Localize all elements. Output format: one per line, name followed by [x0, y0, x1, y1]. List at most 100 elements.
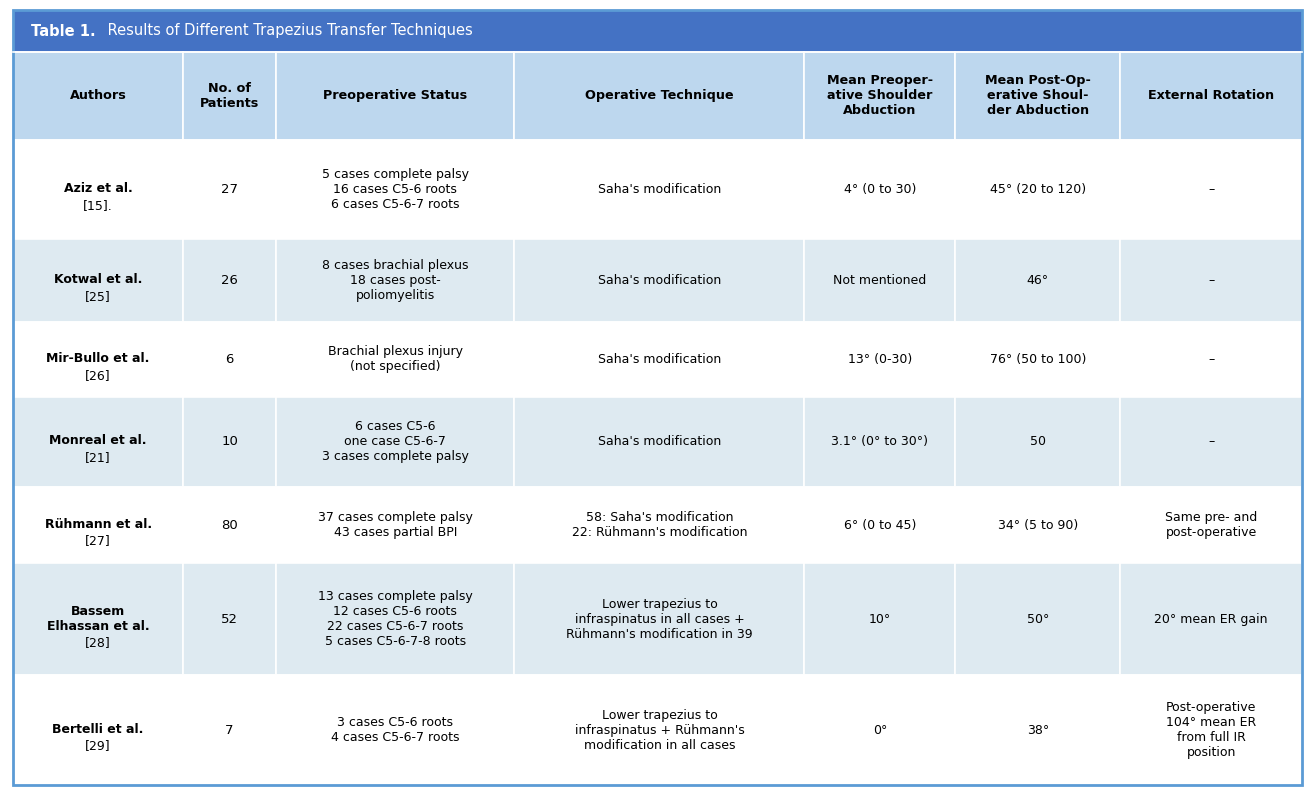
- Bar: [13, 675, 183, 785]
- Bar: [1120, 140, 1302, 238]
- Text: –: –: [1208, 353, 1214, 366]
- Bar: [955, 52, 1120, 140]
- Text: 0°: 0°: [873, 723, 888, 737]
- Text: [21]: [21]: [85, 451, 110, 464]
- Text: 76° (50 to 100): 76° (50 to 100): [990, 353, 1086, 366]
- Text: External Rotation: External Rotation: [1148, 90, 1274, 103]
- Text: –: –: [1208, 274, 1214, 287]
- Text: Same pre- and
post-operative: Same pre- and post-operative: [1165, 511, 1257, 539]
- Text: Mir-Bullo et al.: Mir-Bullo et al.: [46, 352, 150, 365]
- Text: Lower trapezius to
infraspinatus + Rühmann's
modification in all cases: Lower trapezius to infraspinatus + Rühma…: [575, 708, 744, 751]
- Text: Bertelli et al.: Bertelli et al.: [53, 723, 143, 736]
- Bar: [805, 487, 955, 564]
- Bar: [276, 140, 514, 238]
- Text: Saha's modification: Saha's modification: [598, 183, 721, 196]
- Bar: [1120, 238, 1302, 322]
- Bar: [805, 52, 955, 140]
- Bar: [13, 140, 183, 238]
- Bar: [183, 140, 276, 238]
- Text: Results of Different Trapezius Transfer Techniques: Results of Different Trapezius Transfer …: [103, 24, 473, 38]
- Bar: [805, 675, 955, 785]
- Text: Kotwal et al.: Kotwal et al.: [54, 273, 142, 286]
- Text: Saha's modification: Saha's modification: [598, 353, 721, 366]
- Text: 20° mean ER gain: 20° mean ER gain: [1155, 613, 1268, 626]
- Text: 52: 52: [221, 613, 238, 626]
- Text: 50°: 50°: [1027, 613, 1049, 626]
- Bar: [1120, 564, 1302, 675]
- Text: 46°: 46°: [1027, 274, 1049, 287]
- Text: Rühmann et al.: Rühmann et al.: [45, 518, 151, 531]
- Text: 38°: 38°: [1027, 723, 1049, 737]
- Text: 6: 6: [225, 353, 234, 366]
- Text: [28]: [28]: [85, 636, 110, 649]
- Text: 50: 50: [1030, 435, 1045, 448]
- Text: 58: Saha's modification
22: Rühmann's modification: 58: Saha's modification 22: Rühmann's mo…: [572, 511, 747, 539]
- Bar: [1120, 52, 1302, 140]
- Bar: [13, 238, 183, 322]
- Text: [26]: [26]: [85, 369, 110, 382]
- Text: [15].: [15].: [83, 199, 113, 211]
- Bar: [13, 397, 183, 487]
- Text: 13 cases complete palsy
12 cases C5-6 roots
22 cases C5-6-7 roots
5 cases C5-6-7: 13 cases complete palsy 12 cases C5-6 ro…: [318, 591, 472, 649]
- Bar: [276, 397, 514, 487]
- Text: 10: 10: [221, 435, 238, 448]
- Text: 80: 80: [221, 518, 238, 532]
- Bar: [514, 140, 805, 238]
- Bar: [955, 238, 1120, 322]
- Bar: [514, 564, 805, 675]
- Text: 37 cases complete palsy
43 cases partial BPI: 37 cases complete palsy 43 cases partial…: [318, 511, 472, 539]
- Text: Mean Post-Op-
erative Shoul-
der Abduction: Mean Post-Op- erative Shoul- der Abducti…: [985, 75, 1090, 118]
- Text: 26: 26: [221, 274, 238, 287]
- Bar: [13, 564, 183, 675]
- Text: [27]: [27]: [85, 534, 110, 547]
- Bar: [1120, 322, 1302, 397]
- Bar: [955, 675, 1120, 785]
- Text: Monreal et al.: Monreal et al.: [50, 434, 147, 448]
- Bar: [955, 564, 1120, 675]
- Text: Table 1.: Table 1.: [32, 24, 96, 38]
- Bar: [955, 140, 1120, 238]
- Text: Brachial plexus injury
(not specified): Brachial plexus injury (not specified): [327, 345, 463, 374]
- Text: 7: 7: [225, 723, 234, 737]
- Text: Operative Technique: Operative Technique: [585, 90, 734, 103]
- Text: 45° (20 to 120): 45° (20 to 120): [990, 183, 1086, 196]
- Text: 4° (0 to 30): 4° (0 to 30): [844, 183, 917, 196]
- Bar: [276, 322, 514, 397]
- Bar: [13, 322, 183, 397]
- Text: Preoperative Status: Preoperative Status: [323, 90, 467, 103]
- Text: [25]: [25]: [85, 289, 110, 303]
- Bar: [276, 564, 514, 675]
- Bar: [13, 487, 183, 564]
- Bar: [183, 238, 276, 322]
- Bar: [276, 52, 514, 140]
- Text: 34° (5 to 90): 34° (5 to 90): [998, 518, 1078, 532]
- Bar: [955, 487, 1120, 564]
- Bar: [514, 322, 805, 397]
- Text: –: –: [1208, 183, 1214, 196]
- Text: 5 cases complete palsy
16 cases C5-6 roots
6 cases C5-6-7 roots: 5 cases complete palsy 16 cases C5-6 roo…: [322, 168, 468, 211]
- Bar: [13, 52, 183, 140]
- Text: Saha's modification: Saha's modification: [598, 435, 721, 448]
- Bar: [1120, 397, 1302, 487]
- Text: –: –: [1208, 435, 1214, 448]
- Bar: [183, 322, 276, 397]
- Bar: [183, 52, 276, 140]
- Text: 27: 27: [221, 183, 238, 196]
- Bar: [514, 487, 805, 564]
- Bar: [1120, 487, 1302, 564]
- Bar: [514, 238, 805, 322]
- Text: 13° (0-30): 13° (0-30): [848, 353, 913, 366]
- Bar: [805, 140, 955, 238]
- Text: 3.1° (0° to 30°): 3.1° (0° to 30°): [831, 435, 928, 448]
- Text: No. of
Patients: No. of Patients: [200, 82, 259, 110]
- Text: Lower trapezius to
infraspinatus in all cases +
Rühmann's modification in 39: Lower trapezius to infraspinatus in all …: [567, 598, 752, 641]
- Text: Bassem
Elhassan et al.: Bassem Elhassan et al.: [47, 605, 150, 633]
- Bar: [805, 397, 955, 487]
- Bar: [183, 487, 276, 564]
- Bar: [276, 487, 514, 564]
- Bar: [183, 564, 276, 675]
- Text: 6° (0 to 45): 6° (0 to 45): [844, 518, 917, 532]
- Bar: [276, 238, 514, 322]
- Bar: [514, 675, 805, 785]
- Text: 10°: 10°: [869, 613, 892, 626]
